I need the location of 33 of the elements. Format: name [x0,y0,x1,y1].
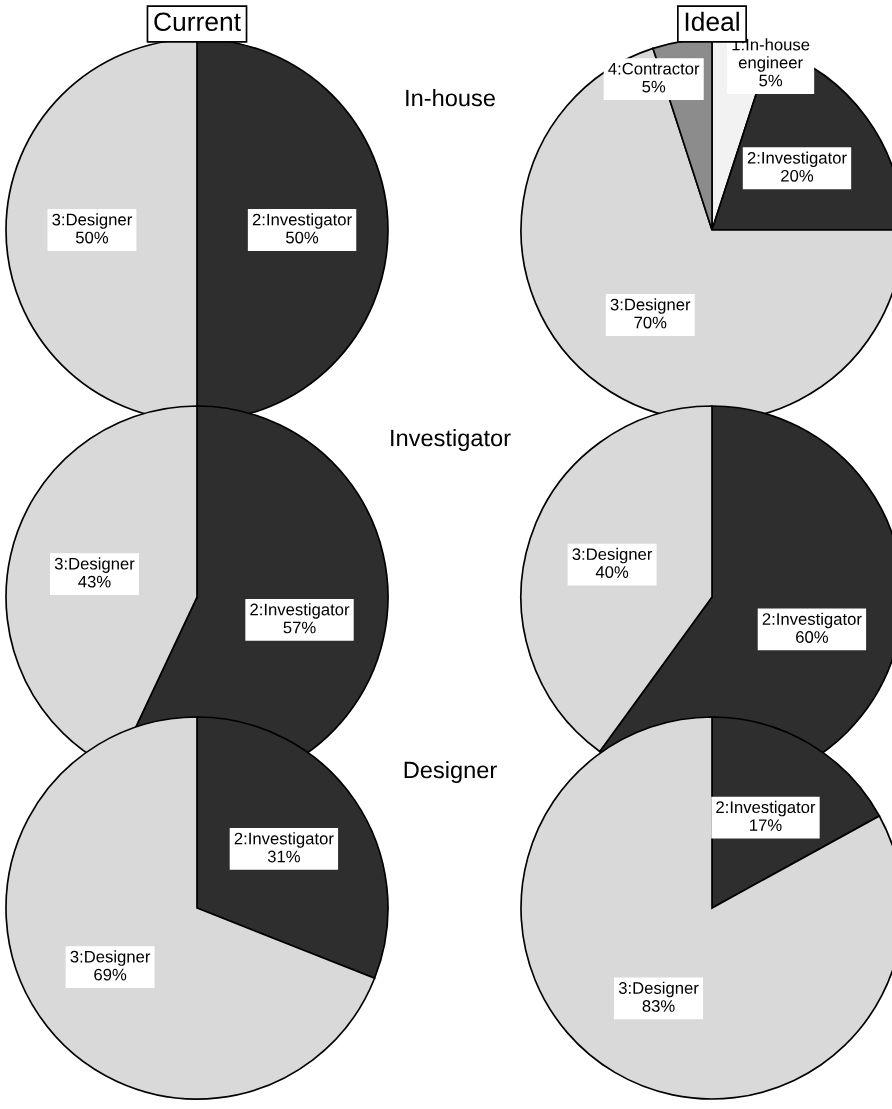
data-label: 70% [634,316,667,329]
slice-label: 2:Investigator [747,151,847,168]
slice-label: 3:Designer [618,981,699,998]
data-label: 40% [595,566,629,578]
data-label: 57% [283,621,316,634]
slice-label: 1:In-house engineer [732,38,810,72]
data-label: 69% [94,968,127,981]
slice-label: 3:Designer [572,547,653,564]
chart-title: Current [154,12,241,32]
slice-label: 3:Designer [54,557,135,573]
slice-label: 3:Designer [610,298,691,314]
text: Designer [404,760,497,784]
slice-label: 3:Designer [70,950,151,966]
data-label: 5% [642,80,666,93]
data-label: 20% [781,169,814,182]
slice-label: 2:Investigator [716,800,816,817]
data-label: 60% [796,631,828,643]
slice-label: 2:Investigator [252,213,352,229]
chart-title: Ideal [685,11,739,32]
slice-label: 2:Investigator [250,603,350,619]
slice-label: 4:Contractor [608,62,700,75]
data-label: 43% [78,575,111,588]
data-label: 50% [75,231,109,244]
data-label: 50% [286,231,319,244]
slice-label: 2:Investigator [234,832,334,848]
text: Investigator [391,429,511,452]
slice-label: 3:Designer [52,213,132,229]
data-label: 83% [642,1000,675,1012]
text: In-house [406,89,495,107]
data-label: 5% [759,74,783,87]
slice-label: 2:Investigator [762,612,862,629]
data-label: 31% [267,850,300,863]
data-label: 17% [750,819,782,831]
